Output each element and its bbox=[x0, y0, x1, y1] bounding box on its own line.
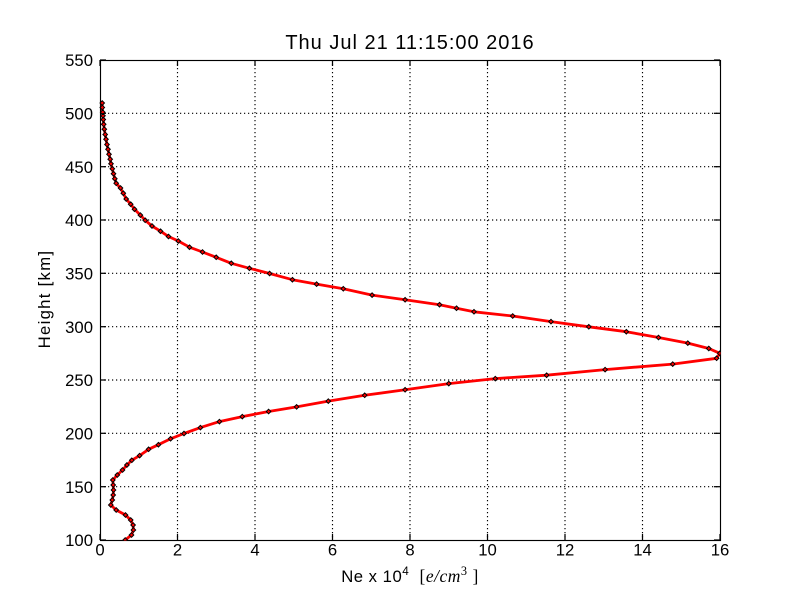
svg-text:16: 16 bbox=[711, 541, 730, 560]
svg-text:250: 250 bbox=[65, 371, 93, 390]
svg-text:Thu Jul 21 11:15:00 2016: Thu Jul 21 11:15:00 2016 bbox=[285, 32, 534, 54]
svg-text:300: 300 bbox=[65, 318, 93, 337]
svg-text:500: 500 bbox=[65, 104, 93, 123]
svg-text:450: 450 bbox=[65, 158, 93, 177]
svg-text:200: 200 bbox=[65, 424, 93, 443]
svg-text:4: 4 bbox=[250, 541, 259, 560]
svg-text:550: 550 bbox=[65, 51, 93, 70]
svg-text:350: 350 bbox=[65, 264, 93, 283]
svg-text:150: 150 bbox=[65, 478, 93, 497]
svg-text:100: 100 bbox=[65, 531, 93, 550]
svg-text:14: 14 bbox=[633, 541, 652, 560]
svg-text:12: 12 bbox=[556, 541, 575, 560]
svg-text:8: 8 bbox=[405, 541, 414, 560]
svg-text:6: 6 bbox=[328, 541, 337, 560]
svg-text:Ne x 104 [e/cm3 ]: Ne x 104 [e/cm3 ] bbox=[341, 564, 479, 586]
svg-text:10: 10 bbox=[478, 541, 497, 560]
svg-text:2: 2 bbox=[173, 541, 182, 560]
svg-text:Height [km]: Height [km] bbox=[35, 250, 54, 349]
svg-text:0: 0 bbox=[95, 541, 104, 560]
svg-text:400: 400 bbox=[65, 211, 93, 230]
